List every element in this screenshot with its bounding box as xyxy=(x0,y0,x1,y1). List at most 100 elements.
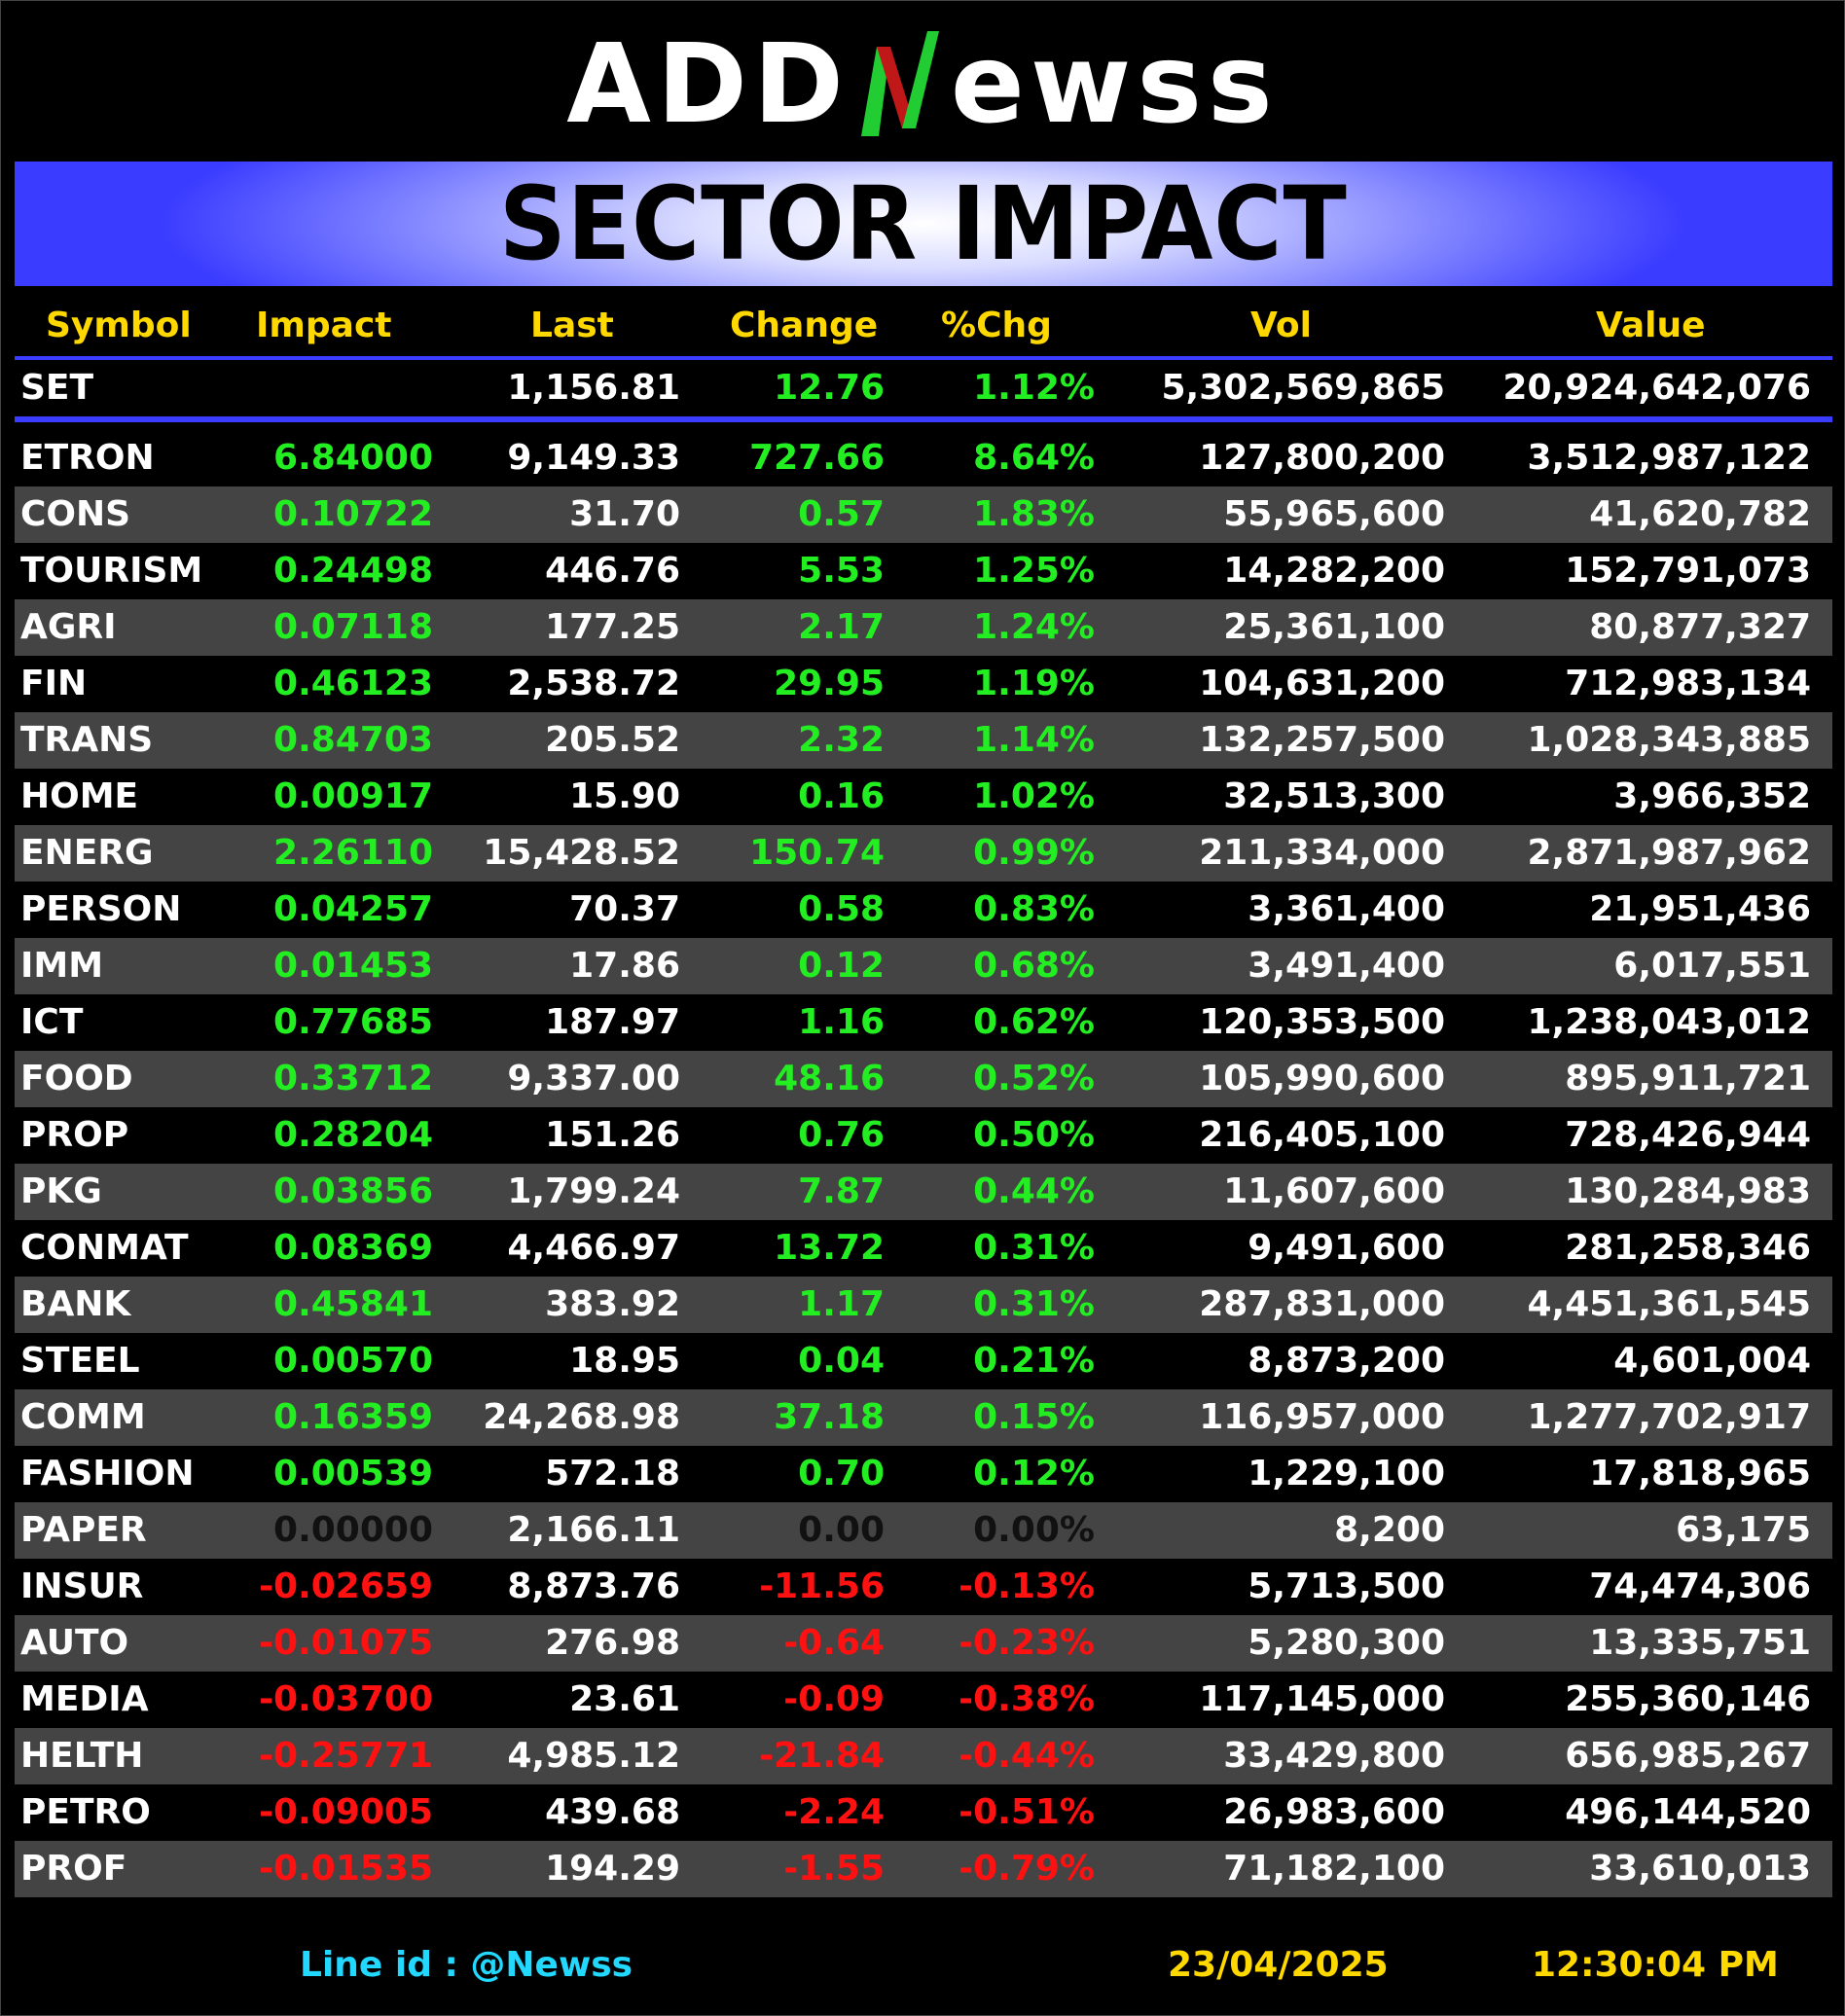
cell-pct-change: 0.12% xyxy=(973,1454,1095,1494)
cell-symbol: MEDIA xyxy=(20,1679,149,1719)
cell-impact: 0.77685 xyxy=(273,1002,433,1042)
cell-change: 13.72 xyxy=(774,1228,885,1268)
cell-value: 80,877,327 xyxy=(1589,607,1811,647)
cell-impact: 6.84000 xyxy=(273,438,433,478)
cell-change: 0.16 xyxy=(798,776,885,816)
cell-last: 15,428.52 xyxy=(483,833,680,873)
cell-pct-change: 0.62% xyxy=(973,1002,1095,1042)
cell-pct-change: 8.64% xyxy=(973,438,1095,478)
cell-last: 439.68 xyxy=(545,1792,680,1832)
cell-value: 1,028,343,885 xyxy=(1527,720,1811,760)
cell-symbol: PROP xyxy=(20,1115,129,1155)
cell-volume: 287,831,000 xyxy=(1199,1284,1445,1324)
cell-value: 63,175 xyxy=(1676,1510,1811,1550)
cell-value: 74,474,306 xyxy=(1589,1566,1811,1606)
set-symbol: SET xyxy=(20,368,94,408)
cell-volume: 104,631,200 xyxy=(1199,664,1445,703)
table-header: Symbol Impact Last Change %Chg Vol Value xyxy=(15,298,1832,360)
cell-value: 1,238,043,012 xyxy=(1527,1002,1811,1042)
line-id: Line id : @Newss xyxy=(300,1945,633,1985)
cell-impact: 0.46123 xyxy=(273,664,433,703)
cell-symbol: INSUR xyxy=(20,1566,144,1606)
cell-symbol: BANK xyxy=(20,1284,131,1324)
cell-impact: 0.03856 xyxy=(273,1171,433,1211)
cell-volume: 3,361,400 xyxy=(1248,889,1445,929)
cell-volume: 120,353,500 xyxy=(1199,1002,1445,1042)
cell-value: 728,426,944 xyxy=(1565,1115,1811,1155)
cell-change: -0.64 xyxy=(783,1623,885,1663)
cell-pct-change: 0.99% xyxy=(973,833,1095,873)
table-row: BANK 0.45841 383.92 1.17 0.31% 287,831,000 4,4… xyxy=(15,1277,1832,1333)
table-row: CONMAT 0.08369 4,466.97 13.72 0.31% 9,491,600… xyxy=(15,1220,1832,1277)
sector-table: Symbol Impact Last Change %Chg Vol Value… xyxy=(15,298,1832,1897)
cell-last: 4,985.12 xyxy=(507,1736,680,1776)
cell-volume: 26,983,600 xyxy=(1223,1792,1445,1832)
cell-impact: -0.09005 xyxy=(259,1792,433,1832)
table-row: PROP 0.28204 151.26 0.76 0.50% 216,405,100 728… xyxy=(15,1107,1832,1164)
cell-symbol: CONMAT xyxy=(20,1228,189,1268)
cell-pct-change: 0.21% xyxy=(973,1341,1095,1381)
cell-impact: 0.16359 xyxy=(273,1397,433,1437)
table-row: AUTO -0.01075 276.98 -0.64 -0.23% 5,280,300 13… xyxy=(15,1615,1832,1672)
cell-symbol: TRANS xyxy=(20,720,154,760)
cell-change: -21.84 xyxy=(759,1736,885,1776)
cell-symbol: CONS xyxy=(20,494,131,534)
cell-symbol: ICT xyxy=(20,1002,84,1042)
cell-change: 2.32 xyxy=(798,720,885,760)
cell-value: 152,791,073 xyxy=(1565,551,1811,591)
cell-volume: 14,282,200 xyxy=(1223,551,1445,591)
cell-impact: 0.10722 xyxy=(273,494,433,534)
cell-volume: 3,491,400 xyxy=(1248,946,1445,986)
table-row: TOURISM 0.24498 446.76 5.53 1.25% 14,282,200 1… xyxy=(15,543,1832,599)
cell-change: -2.24 xyxy=(783,1792,885,1832)
cell-symbol: FOOD xyxy=(20,1059,133,1098)
table-row: HOME 0.00917 15.90 0.16 1.02% 32,513,300 3,966… xyxy=(15,769,1832,825)
sector-impact-banner: SECTOR IMPACT xyxy=(15,162,1832,286)
header-last: Last xyxy=(530,306,614,345)
cell-symbol: STEEL xyxy=(20,1341,140,1381)
cell-value: 13,335,751 xyxy=(1589,1623,1811,1663)
cell-last: 151.26 xyxy=(545,1115,680,1155)
cell-volume: 211,334,000 xyxy=(1199,833,1445,873)
cell-pct-change: -0.38% xyxy=(959,1679,1095,1719)
cell-last: 9,337.00 xyxy=(507,1059,680,1098)
table-row: INSUR -0.02659 8,873.76 -11.56 -0.13% 5,713,5… xyxy=(15,1559,1832,1615)
table-row: PETRO -0.09005 439.68 -2.24 -0.51% 26,983,600… xyxy=(15,1784,1832,1841)
cell-symbol: HELTH xyxy=(20,1736,144,1776)
cell-value: 17,818,965 xyxy=(1589,1454,1811,1494)
cell-impact: 2.26110 xyxy=(273,833,433,873)
cell-pct-change: 0.50% xyxy=(973,1115,1095,1155)
cell-change: -0.09 xyxy=(783,1679,885,1719)
cell-change: 0.57 xyxy=(798,494,885,534)
cell-symbol: AUTO xyxy=(20,1623,129,1663)
cell-volume: 117,145,000 xyxy=(1199,1679,1445,1719)
cell-symbol: PERSON xyxy=(20,889,182,929)
header-impact: Impact xyxy=(256,306,392,345)
cell-impact: -0.25771 xyxy=(259,1736,433,1776)
cell-change: 0.58 xyxy=(798,889,885,929)
cell-change: 2.17 xyxy=(798,607,885,647)
cell-impact: 0.45841 xyxy=(273,1284,433,1324)
cell-impact: -0.02659 xyxy=(259,1566,433,1606)
logo-text-add: ADD xyxy=(566,21,850,148)
table-row: MEDIA -0.03700 23.61 -0.09 -0.38% 117,145,000… xyxy=(15,1672,1832,1728)
cell-change: 48.16 xyxy=(774,1059,885,1098)
cell-pct-change: 1.25% xyxy=(973,551,1095,591)
cell-last: 18.95 xyxy=(569,1341,680,1381)
cell-pct-change: 0.15% xyxy=(973,1397,1095,1437)
cell-pct-change: 1.19% xyxy=(973,664,1095,703)
cell-impact: 0.08369 xyxy=(273,1228,433,1268)
cell-volume: 216,405,100 xyxy=(1199,1115,1445,1155)
cell-symbol: HOME xyxy=(20,776,139,816)
table-row: FASHION 0.00539 572.18 0.70 0.12% 1,229,100 17… xyxy=(15,1446,1832,1502)
cell-last: 23.61 xyxy=(569,1679,680,1719)
cell-value: 4,451,361,545 xyxy=(1527,1284,1811,1324)
cell-value: 281,258,346 xyxy=(1565,1228,1811,1268)
cell-change: 0.00 xyxy=(798,1510,885,1550)
cell-impact: 0.04257 xyxy=(273,889,433,929)
cell-pct-change: -0.13% xyxy=(959,1566,1095,1606)
cell-symbol: PETRO xyxy=(20,1792,151,1832)
cell-symbol: COMM xyxy=(20,1397,146,1437)
cell-symbol: ENERG xyxy=(20,833,154,873)
cell-last: 17.86 xyxy=(569,946,680,986)
